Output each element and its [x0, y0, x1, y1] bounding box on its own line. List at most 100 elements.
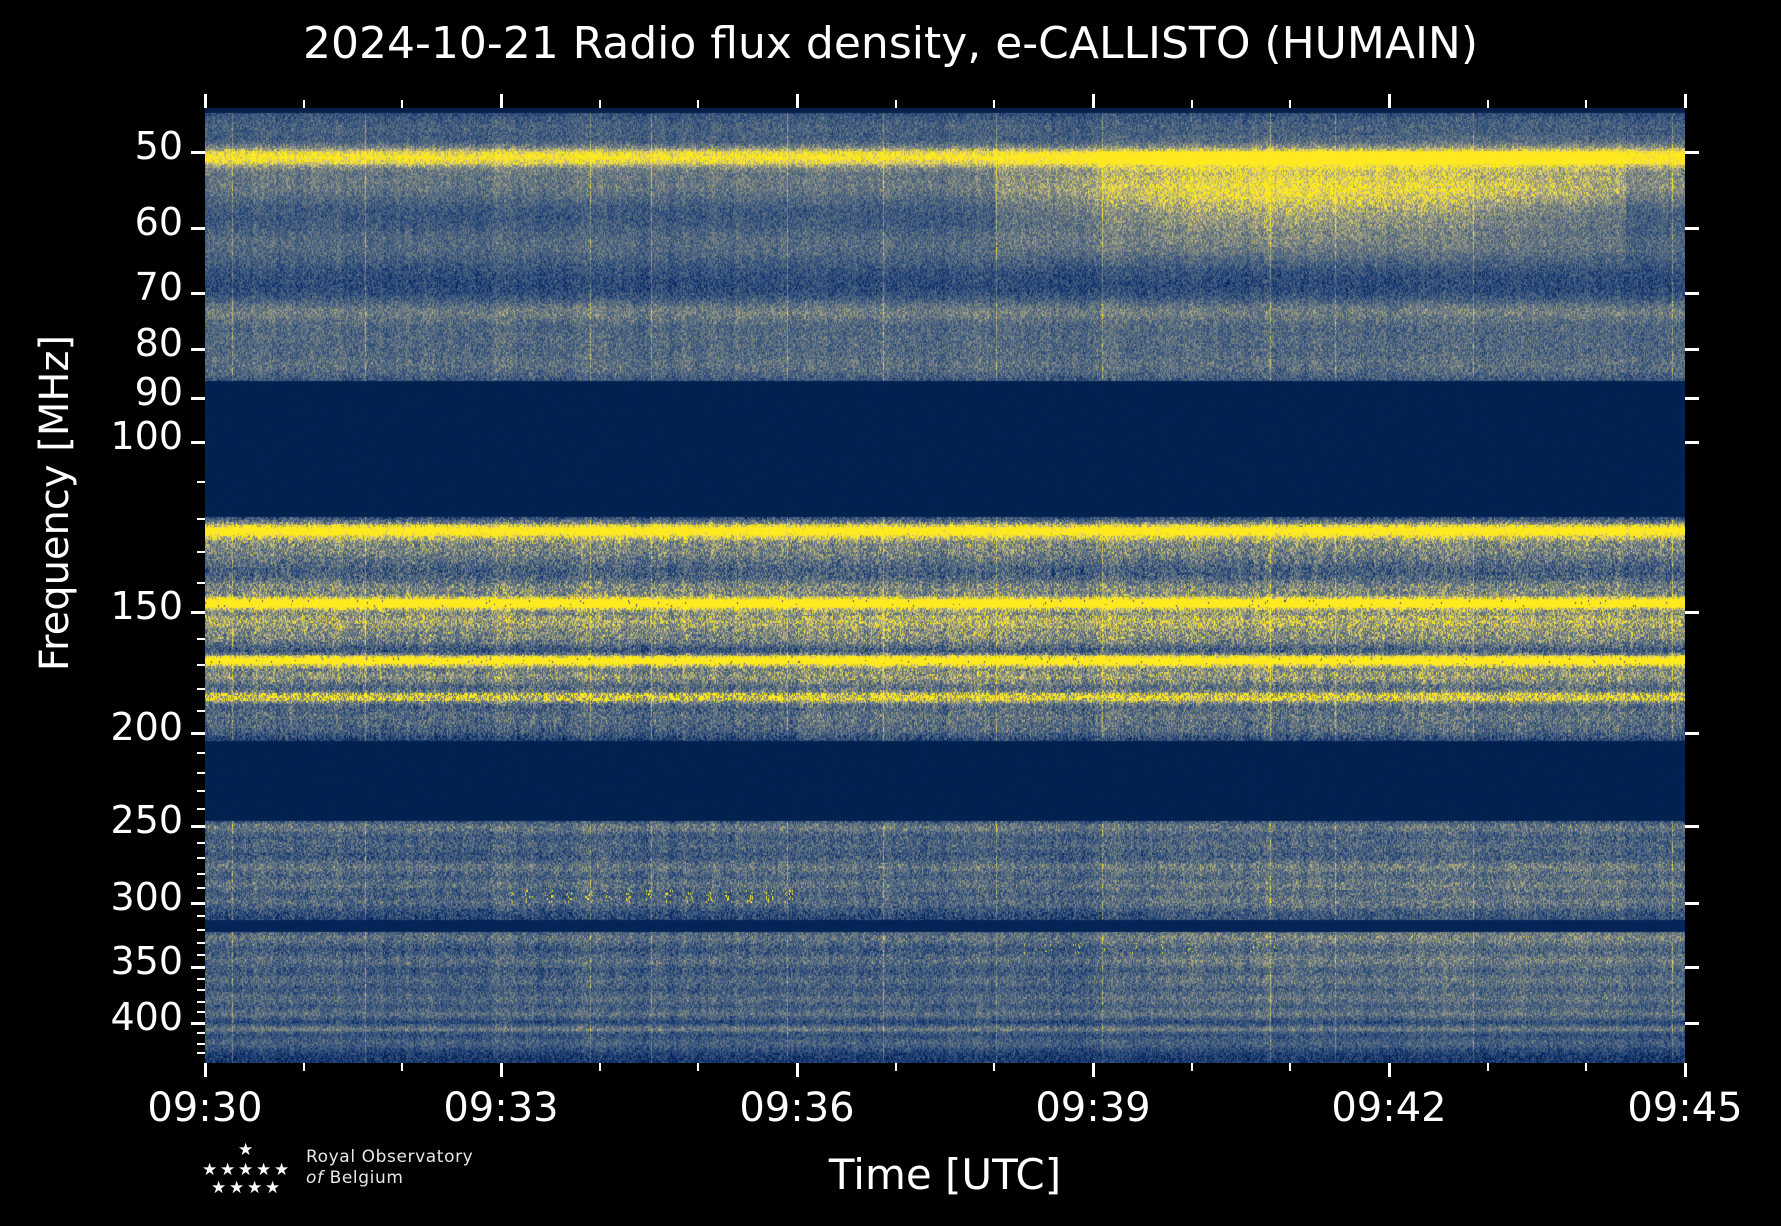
y-tick-100 — [191, 441, 205, 445]
y-tick-right-100 — [1685, 441, 1699, 445]
y-tick-label-150: 150 — [110, 584, 183, 629]
y-minor-tick — [197, 941, 205, 944]
x-axis-title: Time [UTC] — [828, 1150, 1062, 1199]
x-minor-tick-top — [697, 100, 700, 108]
y-minor-tick — [197, 928, 205, 931]
y-axis-title: Frequency [MHz] — [32, 334, 78, 672]
logo-line-1: Royal Observatory — [306, 1146, 474, 1167]
x-minor-tick — [1190, 1063, 1193, 1071]
y-tick-80 — [191, 347, 205, 351]
star-icon: ★ — [238, 1140, 254, 1160]
page-title: 2024-10-21 Radio flux density, e-CALLIST… — [302, 18, 1479, 69]
x-minor-tick — [894, 1063, 897, 1071]
star-icon: ★ — [202, 1160, 218, 1180]
x-minor-tick — [1486, 1063, 1489, 1071]
x-minor-tick — [401, 1063, 404, 1071]
y-tick-label-200: 200 — [110, 704, 183, 749]
y-minor-tick — [197, 841, 205, 844]
y-minor-tick — [197, 790, 205, 793]
y-minor-tick — [197, 1042, 205, 1045]
logo-belgium-word: Belgium — [329, 1168, 404, 1188]
y-minor-tick — [197, 582, 205, 585]
x-minor-tick — [1289, 1063, 1292, 1071]
logo-text: Royal Observatory of Belgium — [306, 1147, 473, 1190]
x-minor-tick — [697, 1063, 700, 1071]
y-minor-tick — [197, 710, 205, 713]
x-tick-top-09:30 — [204, 94, 207, 108]
y-tick-label-70: 70 — [134, 265, 183, 310]
x-tick-label-09:30: 09:30 — [147, 1085, 263, 1131]
y-tick-right-350 — [1685, 966, 1699, 970]
y-tick-90 — [191, 397, 205, 401]
y-minor-tick — [197, 915, 205, 918]
y-minor-tick — [197, 872, 205, 875]
y-tick-60 — [191, 227, 205, 231]
y-minor-tick — [197, 1032, 205, 1035]
star-icon: ★ — [229, 1178, 245, 1198]
x-tick-label-09:36: 09:36 — [739, 1085, 855, 1131]
y-minor-tick — [197, 752, 205, 755]
y-tick-200 — [191, 731, 205, 735]
x-tick-label-09:42: 09:42 — [1331, 1085, 1447, 1131]
y-minor-tick — [197, 481, 205, 484]
y-tick-label-400: 400 — [110, 995, 183, 1040]
y-tick-350 — [191, 966, 205, 970]
spectrogram-plot-area[interactable] — [205, 108, 1685, 1063]
y-tick-label-100: 100 — [110, 414, 183, 459]
y-tick-70 — [191, 292, 205, 296]
star-icon: ★ — [238, 1160, 254, 1180]
star-icon: ★ — [256, 1160, 272, 1180]
x-minor-tick-top — [1585, 100, 1588, 108]
y-minor-tick — [197, 663, 205, 666]
y-tick-right-250 — [1685, 825, 1699, 829]
y-tick-right-70 — [1685, 292, 1699, 296]
x-tick-top-09:42 — [1388, 94, 1391, 108]
x-minor-tick-top — [302, 100, 305, 108]
y-minor-tick — [197, 954, 205, 956]
y-tick-400 — [191, 1022, 205, 1026]
y-minor-tick — [197, 771, 205, 774]
y-tick-right-60 — [1685, 227, 1699, 231]
y-tick-250 — [191, 825, 205, 829]
x-tick-09:33 — [500, 1063, 503, 1077]
y-minor-tick — [197, 551, 205, 554]
royal-observatory-logo: ★ ★ ★ ★ ★ ★ ★ ★ ★ ★ Royal Observatory of Belgium — [196, 1140, 473, 1198]
y-minor-tick — [197, 517, 205, 520]
x-minor-tick-top — [1486, 100, 1489, 108]
x-tick-top-09:45 — [1684, 94, 1687, 108]
logo-line-2: of Belgium — [306, 1168, 473, 1189]
x-minor-tick-top — [1289, 100, 1292, 108]
x-minor-tick — [1585, 1063, 1588, 1071]
x-minor-tick — [993, 1063, 996, 1071]
x-tick-top-09:33 — [500, 94, 503, 108]
y-tick-300 — [191, 901, 205, 905]
x-tick-09:36 — [796, 1063, 799, 1077]
y-minor-tick — [197, 638, 205, 641]
y-tick-label-80: 80 — [134, 320, 183, 365]
y-tick-label-250: 250 — [110, 798, 183, 843]
x-tick-label-09:33: 09:33 — [443, 1085, 559, 1131]
y-minor-tick — [197, 857, 205, 860]
star-icon: ★ — [220, 1160, 236, 1180]
y-tick-right-80 — [1685, 347, 1699, 351]
y-tick-label-350: 350 — [110, 939, 183, 984]
star-icon: ★ — [247, 1178, 263, 1198]
y-tick-right-150 — [1685, 611, 1699, 615]
x-tick-09:30 — [204, 1063, 207, 1077]
y-tick-150 — [191, 611, 205, 615]
y-tick-label-90: 90 — [134, 370, 183, 415]
x-minor-tick-top — [1190, 100, 1193, 108]
x-tick-top-09:39 — [1092, 94, 1095, 108]
y-minor-tick — [197, 1011, 205, 1014]
y-tick-50 — [191, 151, 205, 155]
y-minor-tick — [197, 1000, 205, 1003]
x-tick-top-09:36 — [796, 94, 799, 108]
x-tick-09:39 — [1092, 1063, 1095, 1077]
spectrogram-image — [205, 108, 1685, 1063]
y-tick-right-50 — [1685, 151, 1699, 155]
y-minor-tick — [197, 977, 205, 980]
y-tick-right-90 — [1685, 397, 1699, 401]
y-tick-right-300 — [1685, 901, 1699, 905]
x-tick-label-09:39: 09:39 — [1035, 1085, 1151, 1131]
y-tick-right-200 — [1685, 731, 1699, 735]
